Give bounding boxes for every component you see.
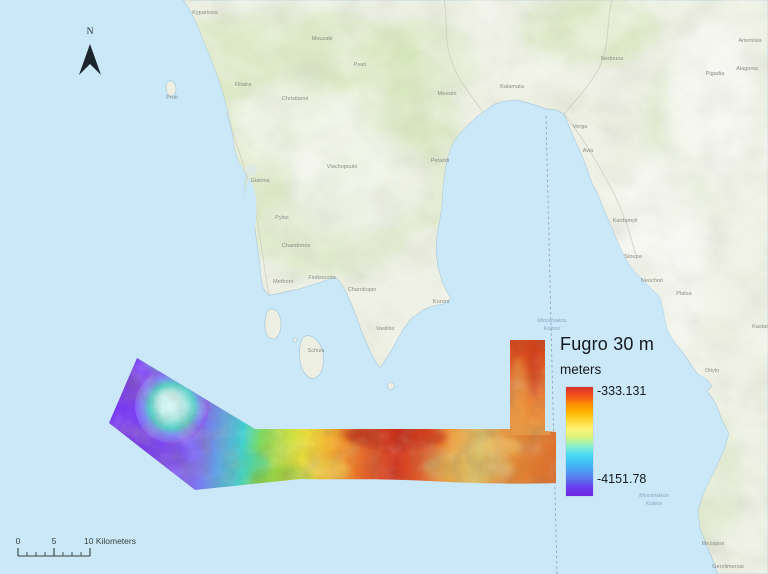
map-label: Christianoi [282,96,308,102]
north-arrow: N [79,27,101,75]
map-label: Koroni [433,299,449,305]
map-label: Alagonia [736,66,759,72]
map-label: Messiniakos [639,493,669,499]
map-label: Gialova [251,178,271,184]
map-label: Kolpos [544,326,561,332]
map-label: Charokopio [348,287,377,293]
scale-label-10km: 10 Kilometers [84,536,136,546]
island-schiza [299,335,324,379]
islands [165,80,395,390]
dashed-route-line [545,115,558,574]
island-sapientza [264,308,282,340]
scale-bar: 0 5 10 Kilometers [16,536,136,557]
map-label: Proti [166,95,178,101]
map-labels: Kyparissia Filiatra Christianoi Mouzaki Psar… [166,10,768,570]
map-label: Artemisia [738,38,762,44]
map-label: Nedousa [601,56,624,62]
gialova-lagoon [245,164,257,176]
scale-label-0: 0 [16,536,21,546]
map-label: Mezapos [702,541,725,547]
map-label: Psari [354,62,367,68]
legend-title: Fugro 30 m [560,334,655,354]
map-label: Messini [438,91,457,97]
map-label: Pigadia [706,71,726,77]
north-label: N [87,27,94,37]
map-label: Avia [583,148,595,154]
navarino-bay [244,178,257,233]
map-label: Mouzaki [312,36,333,42]
scale-label-5: 5 [52,536,57,546]
map-label: Gerolimenas [712,564,744,570]
map-label: Kalamata [500,84,525,90]
map-label: Kastania [752,324,768,330]
map-label: Kardamyli [613,218,638,224]
map-label: Kyparissia [192,10,219,16]
legend: Fugro 30 m meters -333.131 -4151.78 [560,334,765,496]
map-label: Filiatra [235,82,253,88]
map-label: Chandrinos [282,243,311,249]
map-label: Messiniakos [537,318,567,324]
legend-max-value: -333.131 [597,384,647,398]
map-label: Verga [573,124,589,130]
map-label: Finikounda [308,275,336,281]
island-venetiko [387,382,395,390]
islet [292,337,298,343]
north-arrow-icon [79,44,101,75]
map-label: Pylos [275,215,289,221]
map-label: Vlachopoulo [327,164,358,170]
map-label: Petalidi [431,158,449,164]
map-label: Stoupa [624,254,643,260]
legend-color-ramp [566,387,593,496]
map-label: Neochori [641,278,663,284]
map-label: Schiza [308,348,326,354]
legend-unit-label: meters [560,362,602,377]
map-label: Vasilitsi [376,326,395,332]
map-label: Platsa [676,291,692,297]
legend-min-value: -4151.78 [597,472,647,486]
map-label: Oitylo [705,368,719,374]
map-label: Methoni [273,279,293,285]
map-label: Kolpos [646,501,663,507]
island-proti [165,80,177,97]
